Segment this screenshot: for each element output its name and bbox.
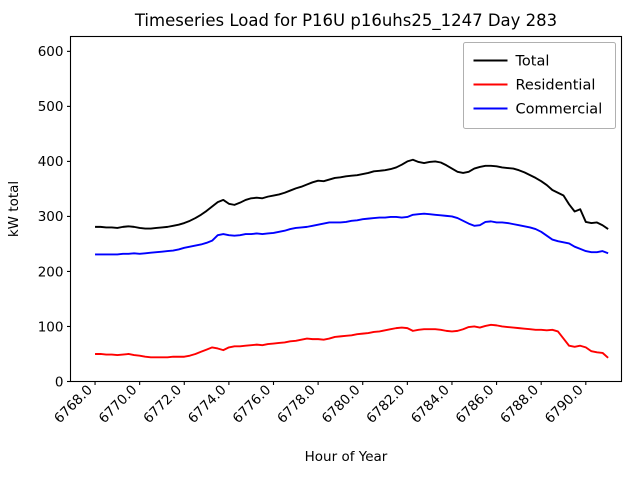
chart-title: Timeseries Load for P16U p16uhs25_1247 D… <box>134 11 557 31</box>
x-tick-label: 6770.0 <box>96 382 141 427</box>
x-tick-label: 6790.0 <box>542 382 587 427</box>
x-tick-label: 6778.0 <box>274 382 319 427</box>
x-tick-label: 6786.0 <box>453 382 498 427</box>
y-axis-ticks: 0 100 200 300 400 500 600 <box>38 44 71 390</box>
y-tick-label: 0 <box>55 374 64 390</box>
legend-label-total: Total <box>515 54 550 70</box>
chart-legend: Total Residential Commercial <box>463 42 616 129</box>
y-tick-label: 100 <box>38 319 64 335</box>
y-tick-label: 400 <box>38 154 64 170</box>
series-line-commercial <box>95 212 609 256</box>
legend-label-residential: Residential <box>516 78 596 94</box>
y-tick-label: 300 <box>38 209 64 225</box>
x-tick-label: 6772.0 <box>140 382 185 427</box>
series-line-total <box>95 158 609 230</box>
y-tick-label: 500 <box>38 99 64 115</box>
plot-frame <box>69 35 623 383</box>
data-series-group <box>95 158 609 359</box>
x-axis-label: Hour of Year <box>305 449 388 465</box>
x-tick-label: 6774.0 <box>185 382 230 427</box>
x-tick-label: 6782.0 <box>363 382 408 427</box>
x-tick-label: 6776.0 <box>230 382 275 427</box>
y-tick-label: 600 <box>38 44 64 60</box>
x-tick-label: 6780.0 <box>319 382 364 427</box>
x-axis-ticks: 6768.0 6770.0 6772.0 6774.0 6776.0 6778.0 6780… <box>51 381 587 427</box>
y-axis-label: kW total <box>6 181 22 237</box>
series-line-residential <box>95 323 609 359</box>
x-tick-label: 6784.0 <box>408 382 453 427</box>
y-tick-label: 200 <box>38 264 64 280</box>
legend-label-commercial: Commercial <box>516 102 603 118</box>
legend-background <box>463 42 616 129</box>
x-tick-label: 6788.0 <box>497 382 542 427</box>
